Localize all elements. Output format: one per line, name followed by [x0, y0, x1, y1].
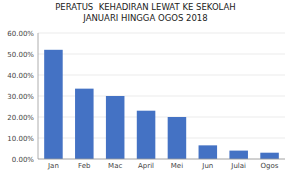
x-tick-label: Feb [78, 162, 91, 170]
x-tick-label: Jun [201, 162, 213, 170]
grid-line [38, 75, 285, 76]
bar [106, 96, 125, 159]
title: PERATUS KEHADIRAN LEWAT KE SEKOLAHJANUAR… [55, 2, 236, 23]
x-tick-label: April [138, 162, 154, 170]
bar [260, 153, 279, 159]
y-tick-label: 50.00% [7, 51, 34, 59]
y-tick-label: 20.00% [7, 114, 34, 122]
grid-line [38, 33, 285, 34]
bar [137, 111, 156, 159]
bar [44, 50, 63, 159]
y-axis [38, 33, 39, 159]
y-tick-label: 30.00% [7, 93, 34, 101]
title-line: JANUARI HINGGA OGOS 2018 [82, 13, 207, 23]
grid-line [38, 159, 285, 160]
y-tick-label: 0.00% [12, 156, 35, 164]
chart: PERATUS KEHADIRAN LEWAT KE SEKOLAHJANUAR… [0, 0, 291, 173]
x-tick-label: Julai [230, 162, 246, 170]
x-tick-label: Jan [47, 162, 59, 170]
title-line: PERATUS KEHADIRAN LEWAT KE SEKOLAH [55, 2, 236, 12]
y-tick-label: 40.00% [7, 72, 34, 80]
x-axis [38, 159, 285, 160]
grid-line [38, 54, 285, 55]
y-tick-label: 60.00% [7, 30, 34, 38]
x-tick-label: Mac [108, 162, 122, 170]
y-tick-label: 10.00% [7, 135, 34, 143]
bar [199, 145, 218, 159]
bar [168, 117, 187, 159]
bar [75, 89, 94, 159]
bar [229, 151, 248, 159]
x-tick-label: Mei [171, 162, 183, 170]
x-tick-label: Ogos [261, 162, 279, 170]
